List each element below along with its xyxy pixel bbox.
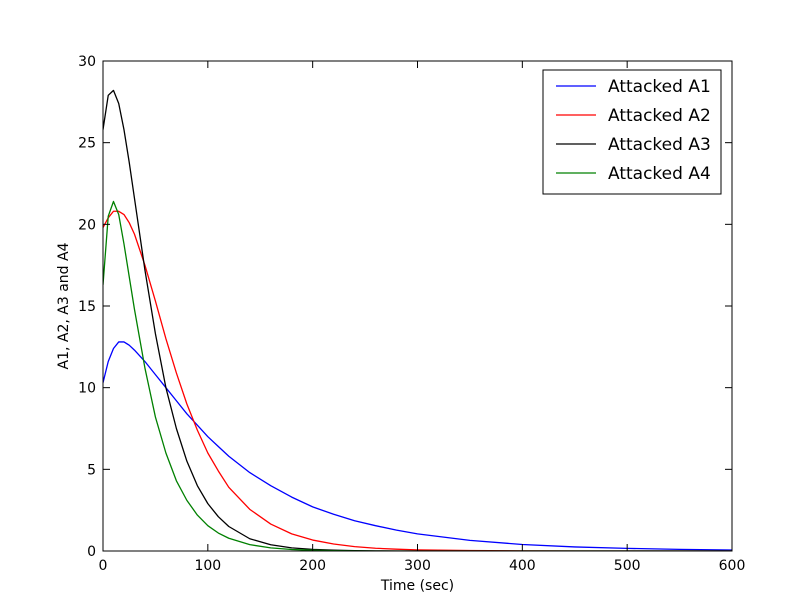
x-tick-label: 100: [194, 558, 221, 574]
y-tick-label: 0: [87, 544, 96, 560]
legend-entry-3: Attacked A3: [608, 135, 711, 155]
x-tick-label: 600: [719, 558, 746, 574]
legend-entry-4: Attacked A4: [608, 164, 711, 184]
x-tick-label: 400: [509, 558, 536, 574]
x-tick-label: 500: [614, 558, 641, 574]
y-tick-label: 5: [87, 462, 96, 478]
x-tick-label: 300: [404, 558, 431, 574]
y-tick-label: 15: [78, 299, 96, 315]
y-tick-label: 25: [78, 136, 96, 152]
y-tick-label: 10: [78, 381, 96, 397]
legend-entry-2: Attacked A2: [608, 106, 711, 126]
x-tick-label: 0: [99, 558, 108, 574]
y-axis-label: A1, A2, A3 and A4: [56, 242, 72, 369]
x-tick-label: 200: [299, 558, 326, 574]
legend: Attacked A1 Attacked A2 Attacked A3 Attacke…: [542, 69, 722, 195]
series-line-1: [103, 341, 732, 551]
legend-entry-1: Attacked A1: [608, 77, 711, 97]
y-tick-label: 30: [78, 54, 96, 70]
axes-layer: 0 100 200 300 400 500 600 0 5 10 15 20 25 30: [78, 54, 745, 574]
series-line-4: [103, 200, 732, 551]
series-line-3: [103, 89, 732, 551]
y-tick-label: 20: [78, 217, 96, 233]
x-axis-label: Time (sec): [380, 578, 454, 594]
